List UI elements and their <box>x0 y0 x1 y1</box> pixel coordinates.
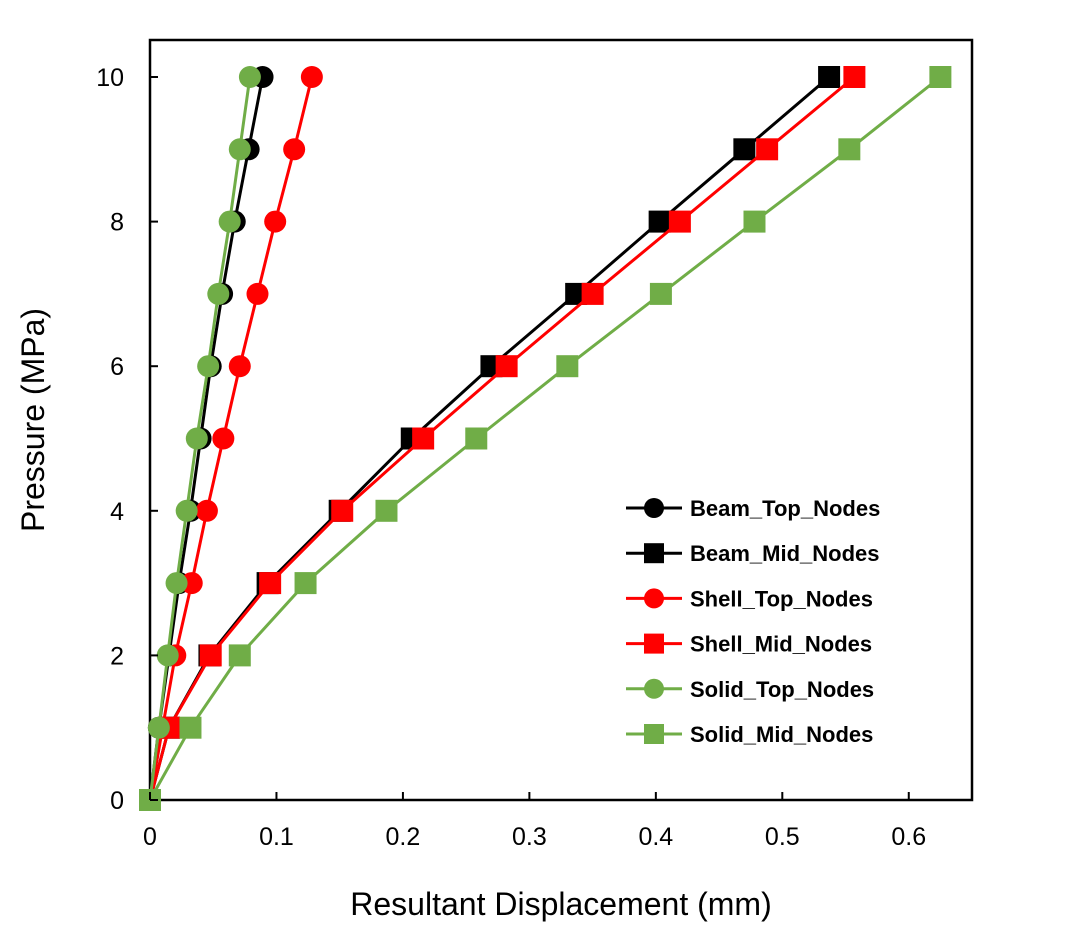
legend-item: Beam_Top_Nodes <box>626 496 880 521</box>
y-axis: 0 2 4 6 8 10 <box>96 64 158 815</box>
data-point <box>180 572 203 595</box>
legend-item: Solid_Mid_Nodes <box>626 722 873 747</box>
data-point <box>197 355 220 378</box>
data-point <box>818 66 841 88</box>
x-axis: 0 0.1 0.2 0.3 0.4 0.5 0.6 <box>143 792 926 851</box>
data-point <box>331 499 354 522</box>
legend-item: Shell_Top_Nodes <box>626 586 873 611</box>
y-tick-label: 2 <box>110 642 124 670</box>
x-tick-label: 0.2 <box>386 823 421 851</box>
data-point <box>264 210 287 233</box>
data-point <box>207 282 230 305</box>
data-point <box>668 210 691 233</box>
plot-area <box>148 38 974 802</box>
data-point <box>843 66 866 88</box>
x-tick-label: 0.5 <box>765 823 800 851</box>
data-point <box>218 210 241 233</box>
data-point <box>199 644 222 667</box>
data-point <box>733 138 756 161</box>
legend-marker <box>644 543 664 564</box>
data-point <box>228 355 251 378</box>
series-solid-mid-nodes <box>139 66 952 811</box>
legend-item: Beam_Mid_Nodes <box>626 541 880 566</box>
data-point <box>238 66 261 88</box>
data-point <box>556 355 579 378</box>
y-tick-label: 10 <box>96 64 124 92</box>
data-point <box>743 210 766 233</box>
data-point <box>838 138 861 161</box>
legend-label: Solid_Top_Nodes <box>690 677 874 702</box>
data-point <box>756 138 779 161</box>
legend-label: Shell_Mid_Nodes <box>690 632 872 657</box>
data-point <box>581 282 604 305</box>
data-point <box>300 66 323 88</box>
data-point <box>156 644 179 667</box>
data-point <box>228 138 251 161</box>
data-point <box>185 427 208 450</box>
data-point <box>246 282 269 305</box>
series-layer <box>139 66 952 811</box>
x-tick-label: 0.1 <box>259 823 294 851</box>
legend-marker <box>644 588 664 609</box>
data-point <box>195 499 218 522</box>
legend-marker <box>644 633 664 654</box>
x-tick-label: 0.3 <box>512 823 547 851</box>
data-point <box>179 716 202 739</box>
legend-label: Shell_Top_Nodes <box>690 586 873 611</box>
data-point <box>412 427 435 450</box>
data-point <box>465 427 488 450</box>
data-point <box>375 499 398 522</box>
legend-marker <box>644 678 664 699</box>
data-point <box>649 282 672 305</box>
data-point <box>283 138 306 161</box>
legend-label: Beam_Mid_Nodes <box>690 541 880 566</box>
legend: Beam_Top_Nodes Beam_Mid_Nodes Shell_Top_No… <box>626 496 880 747</box>
y-tick-label: 8 <box>110 209 124 237</box>
data-point <box>495 355 518 378</box>
data-point <box>648 210 671 233</box>
x-tick-label: 0 <box>143 823 157 851</box>
y-axis-title: Pressure (MPa) <box>15 308 51 532</box>
data-point <box>175 499 198 522</box>
legend-marker <box>644 724 664 744</box>
x-axis-title: Resultant Displacement (mm) <box>350 886 771 922</box>
y-tick-label: 6 <box>110 353 124 381</box>
data-point <box>147 716 170 739</box>
legend-label: Beam_Top_Nodes <box>690 496 880 521</box>
legend-item: Solid_Top_Nodes <box>626 677 874 702</box>
data-point <box>165 572 188 595</box>
legend-label: Solid_Mid_Nodes <box>690 722 873 747</box>
data-point <box>228 644 251 667</box>
data-point <box>294 572 317 595</box>
legend-item: Shell_Mid_Nodes <box>626 632 872 657</box>
y-tick-label: 4 <box>110 498 124 526</box>
legend-marker <box>644 498 664 518</box>
x-tick-label: 0.6 <box>891 823 926 851</box>
data-point <box>259 572 282 595</box>
data-point <box>212 427 235 450</box>
x-tick-label: 0.4 <box>638 823 673 851</box>
y-tick-label: 0 <box>110 787 124 815</box>
data-point <box>929 66 952 88</box>
